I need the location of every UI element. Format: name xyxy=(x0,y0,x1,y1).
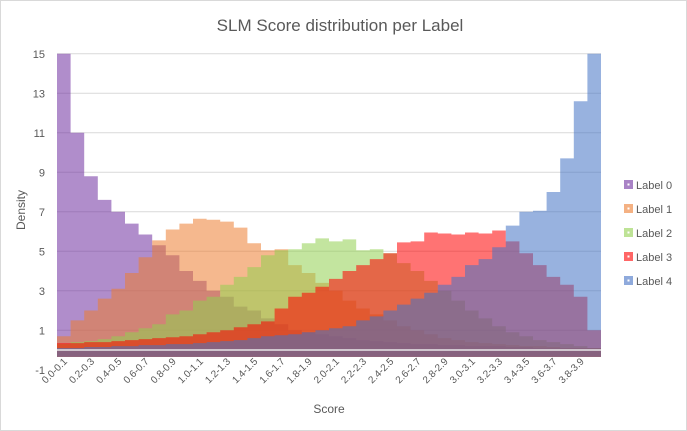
x-tick-label: 2.0-2.1 xyxy=(312,356,342,386)
legend-item[interactable]: Label 0 xyxy=(624,180,672,192)
x-tick-label: 2.8-2.9 xyxy=(421,356,451,386)
chart-title: SLM Score distribution per Label xyxy=(217,16,464,35)
legend-item[interactable]: Label 3 xyxy=(624,252,672,264)
x-tick-label: 3.0-3.1 xyxy=(448,356,478,386)
y-tick-label: 9 xyxy=(39,167,45,179)
x-tick-label: 3.2-3.3 xyxy=(475,356,505,386)
x-tick-label: 0.4-0.5 xyxy=(95,356,125,386)
series-areas xyxy=(57,53,601,357)
legend-label: Label 2 xyxy=(636,228,672,240)
area-label-4 xyxy=(57,53,601,357)
x-tick-label: 1.2-1.3 xyxy=(203,356,233,386)
y-tick-label: 15 xyxy=(33,49,45,61)
x-tick-label: 3.8-3.9 xyxy=(557,356,587,386)
legend-item[interactable]: Label 1 xyxy=(624,204,672,216)
x-axis-ticks: 0.0-0.10.2-0.30.4-0.50.6-0.70.8-0.91.0-1… xyxy=(40,356,587,386)
x-tick-label: 2.6-2.7 xyxy=(394,356,424,386)
legend-marker xyxy=(627,231,630,234)
y-tick-label: 5 xyxy=(39,246,45,258)
x-tick-label: 0.6-0.7 xyxy=(122,356,152,386)
y-tick-label: 1 xyxy=(39,325,45,337)
legend-marker xyxy=(627,183,630,186)
y-tick-label: -1 xyxy=(35,365,45,377)
legend-marker xyxy=(627,279,630,282)
legend-label: Label 3 xyxy=(636,252,672,264)
x-tick-label: 2.2-2.3 xyxy=(339,356,369,386)
legend: Label 0 Label 1 Label 2 Label 3 Label 4 xyxy=(624,180,672,288)
legend-label: Label 4 xyxy=(636,276,672,288)
legend-label: Label 0 xyxy=(636,180,672,192)
x-tick-label: 1.8-1.9 xyxy=(285,356,315,386)
legend-marker xyxy=(627,207,630,210)
x-tick-label: 1.4-1.5 xyxy=(231,356,261,386)
x-tick-label: 1.0-1.1 xyxy=(176,356,206,386)
legend-marker xyxy=(627,255,630,258)
legend-item[interactable]: Label 2 xyxy=(624,228,672,240)
x-tick-label: 1.6-1.7 xyxy=(258,356,288,386)
y-tick-label: 11 xyxy=(34,128,45,140)
y-axis-title: Density xyxy=(14,190,28,230)
y-tick-label: 13 xyxy=(33,88,45,100)
x-tick-label: 0.2-0.3 xyxy=(67,356,97,386)
legend-label: Label 1 xyxy=(636,204,672,216)
x-tick-label: 2.4-2.5 xyxy=(367,356,397,386)
x-tick-label: 3.4-3.5 xyxy=(503,356,533,386)
x-tick-label: 3.6-3.7 xyxy=(530,356,560,386)
y-tick-label: 7 xyxy=(39,207,45,219)
x-tick-label: 0.8-0.9 xyxy=(149,356,179,386)
x-axis-title: Score xyxy=(313,402,345,416)
legend-item[interactable]: Label 4 xyxy=(624,276,672,288)
y-tick-label: 3 xyxy=(39,286,45,298)
